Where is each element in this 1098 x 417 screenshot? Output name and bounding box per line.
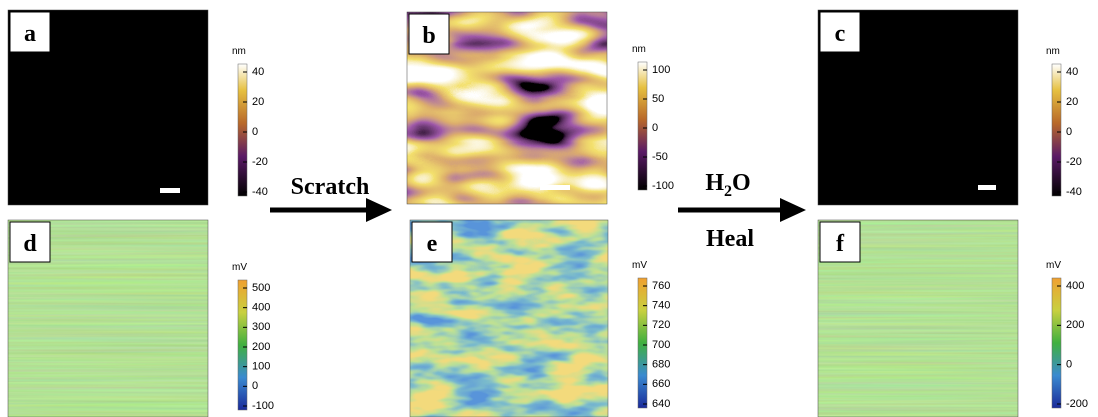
arrow-label: Heal — [706, 226, 754, 252]
colorbar-tick-label: -20 — [1066, 156, 1082, 168]
colorbar — [237, 279, 248, 411]
colorbar-tick-label: 0 — [252, 380, 258, 392]
panel-label: f — [836, 231, 845, 257]
colorbar-tick-label: 760 — [652, 280, 670, 292]
panel: b nm 100 50 0 -50 -100 — [406, 11, 674, 205]
colorbar — [1051, 63, 1062, 197]
colorbar-tick-label: -50 — [652, 151, 668, 163]
panel: a nm 40 20 0 -20 -40 — [7, 9, 268, 206]
panel: d mV 500 400 300 200 100 0 -100 — [7, 219, 274, 417]
label-box — [411, 221, 453, 263]
label-box — [819, 11, 861, 53]
colorbar-tick-label: 300 — [252, 321, 270, 333]
colorbar — [237, 63, 248, 197]
image-border — [409, 219, 609, 417]
colorbar-tick-label: 0 — [252, 126, 258, 138]
colorbar-tick-label: 40 — [1066, 66, 1078, 78]
scale-bar — [160, 188, 180, 193]
colorbar — [1051, 277, 1062, 409]
panel: c nm 40 20 0 -20 -40 — [817, 9, 1082, 206]
panel-label: e — [427, 231, 438, 257]
label-box — [9, 11, 51, 53]
colorbar-tick-label: 20 — [1066, 96, 1078, 108]
colorbar-tick-label: -100 — [652, 180, 674, 192]
colorbar-tick-label: 200 — [1066, 319, 1084, 331]
colorbar-tick-label: 700 — [652, 339, 670, 351]
label-box — [819, 221, 861, 263]
colorbar-tick-label: 100 — [652, 64, 670, 76]
colorbar-tick-label: 200 — [252, 341, 270, 353]
colorbar-tick-label: -40 — [1066, 186, 1082, 198]
arrow-label: H2O — [705, 170, 750, 200]
colorbar-unit: nm — [632, 44, 646, 55]
colorbar-tick-label: 100 — [252, 361, 270, 373]
colorbar-tick-label: -40 — [252, 186, 268, 198]
colorbar-tick-label: 0 — [1066, 126, 1072, 138]
colorbar-tick-label: -20 — [252, 156, 268, 168]
colorbar-tick-label: 680 — [652, 359, 670, 371]
colorbar-unit: nm — [232, 46, 246, 57]
arrow-scratch: Scratch — [270, 174, 392, 222]
panel-label: c — [835, 21, 846, 47]
panel-label: a — [24, 21, 36, 47]
colorbar-unit: mV — [232, 262, 247, 273]
colorbar-unit: mV — [1046, 260, 1061, 271]
colorbar-tick-label: 660 — [652, 378, 670, 390]
scale-bar — [540, 185, 570, 190]
colorbar-tick-label: 740 — [652, 300, 670, 312]
colorbar-tick-label: -100 — [252, 400, 274, 412]
colorbar-tick-label: 720 — [652, 319, 670, 331]
colorbar-tick-label: 500 — [252, 282, 270, 294]
image-border — [406, 11, 608, 205]
colorbar — [637, 61, 648, 191]
colorbar-tick-label: -200 — [1066, 398, 1088, 410]
colorbar-unit: mV — [632, 260, 647, 271]
scale-bar — [978, 185, 996, 190]
colorbar-tick-label: 40 — [252, 66, 264, 78]
colorbar-unit: nm — [1046, 46, 1060, 57]
colorbar-tick-label: 640 — [652, 398, 670, 410]
colorbar-tick-label: 20 — [252, 96, 264, 108]
colorbar-tick-label: 0 — [1066, 359, 1072, 371]
colorbar-tick-label: 50 — [652, 93, 664, 105]
colorbar-tick-label: 400 — [1066, 280, 1084, 292]
arrow-label: Scratch — [291, 174, 370, 200]
panel-label: b — [422, 23, 435, 49]
panel: e mV 760 740 720 700 680 660 640 — [409, 219, 670, 417]
label-box — [9, 221, 51, 263]
image-border — [817, 9, 1019, 206]
colorbar — [637, 277, 648, 409]
panel-label: d — [23, 231, 37, 257]
image-border — [7, 219, 209, 417]
label-box — [408, 13, 450, 55]
image-border — [817, 219, 1019, 417]
colorbar-tick-label: 0 — [652, 122, 658, 134]
arrow-heal: H2O Heal — [678, 170, 806, 252]
colorbar-tick-label: 400 — [252, 302, 270, 314]
image-border — [7, 9, 209, 206]
panel: f mV 400 200 0 -200 — [817, 219, 1088, 417]
